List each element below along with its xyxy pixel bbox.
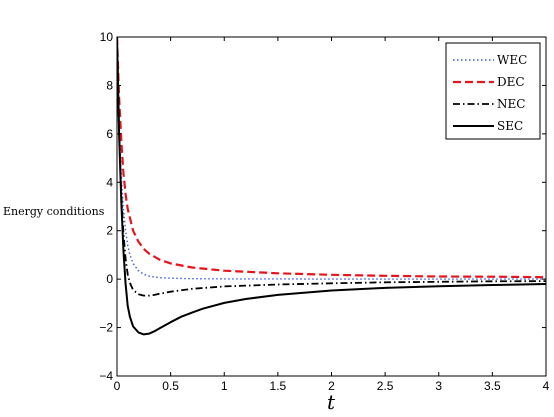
series-line-sec [117, 37, 546, 336]
y-tick-label: −4 [99, 369, 113, 383]
x-tick-label: 4 [543, 379, 550, 393]
x-tick-label: 0.5 [162, 379, 179, 393]
y-axis-label: Energy conditions [3, 205, 105, 218]
x-tick-label: 0 [114, 379, 121, 393]
x-tick-label: 2.5 [377, 379, 394, 393]
series-line-dec [117, 37, 546, 279]
x-axis-label: t [327, 390, 336, 414]
series-line-nec [117, 37, 546, 297]
legend-label-dec: DEC [497, 75, 525, 89]
y-tick-label: −2 [99, 321, 113, 335]
y-tick-label: 10 [100, 30, 114, 44]
legend-label-sec: SEC [497, 119, 523, 133]
y-tick-label: 8 [106, 78, 113, 92]
legend-label-wec: WEC [497, 53, 527, 67]
series-layer [117, 37, 546, 336]
x-tick-label: 3.5 [484, 379, 501, 393]
ticks-layer: 0 0.5 1 1.5 2 2.5 3 3.5 4 −4 −2 0 2 4 6 8 10 [99, 30, 549, 393]
series-line-wec [117, 37, 546, 280]
x-tick-label: 1 [221, 379, 228, 393]
legend: WEC DEC NEC SEC [445, 42, 541, 140]
y-tick-label: 0 [106, 272, 113, 286]
y-tick-label: 6 [106, 127, 113, 141]
y-tick-label: 2 [106, 224, 113, 238]
y-tick-label: 4 [106, 175, 113, 189]
legend-box [445, 42, 541, 140]
x-tick-label: 1.5 [270, 379, 287, 393]
legend-label-nec: NEC [497, 97, 525, 111]
x-tick-label: 3 [435, 379, 442, 393]
x-tick-label: 2 [328, 379, 335, 393]
